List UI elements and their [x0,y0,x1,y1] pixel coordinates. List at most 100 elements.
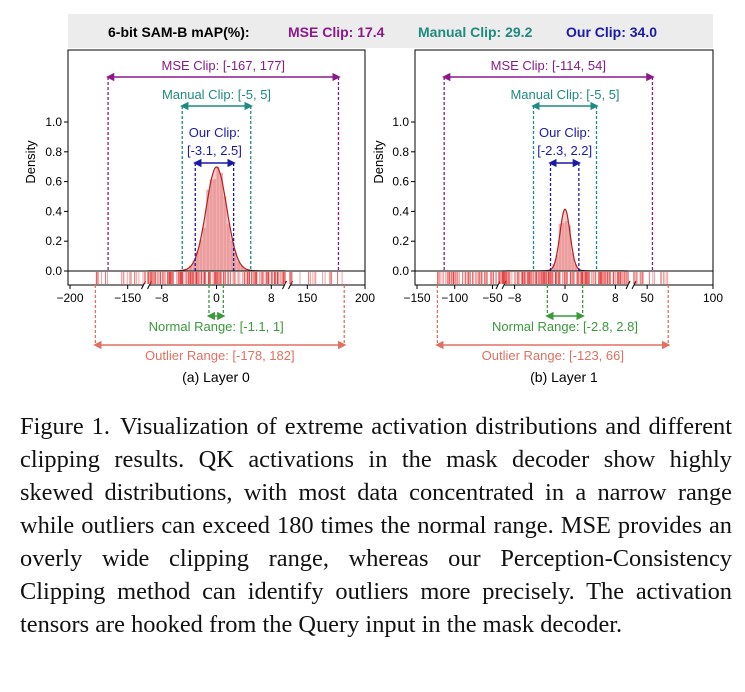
y-tick-label: 0.8 [45,145,62,159]
our-clip-label-line1: Our Clip: [539,125,590,140]
histogram-bar [237,261,241,271]
histogram-bar [192,260,196,271]
y-tick-label: 0.4 [45,204,62,218]
break-mark [625,280,631,290]
x-tick-label: 100 [703,291,723,305]
y-tick-label: 1.0 [45,115,62,129]
histogram-bar [223,196,227,271]
y-tick-label: 0.2 [392,234,409,248]
histogram-bar [565,220,568,271]
kde-area [502,209,628,271]
y-tick-label: 1.0 [392,115,409,129]
x-tick-label: 50 [640,291,654,305]
histogram-bar [243,269,247,271]
rug-marks [437,272,669,284]
histogram-bar [561,222,565,271]
y-axis-label: Density [371,140,386,184]
caption-text: Visualization of extreme activation dist… [20,413,732,638]
outlier-range-label: Outlier Range: [-123, 66] [482,348,624,363]
x-tick-label: 8 [612,291,619,305]
y-axis-label: Density [23,140,38,184]
panel-layer-1: Density 0.0 0.2 0.4 0.6 0.8 1.0 −150 −100 −50 −8… [371,49,723,385]
histogram-bar [552,263,556,271]
clip-ranges: MSE Clip: [-114, 54] Manual Clip: [-5, 5… [435,58,671,363]
header-mse-score: MSE Clip: 17.4 [288,24,385,40]
rug-marks [95,272,343,284]
histogram-bar [202,227,206,271]
figure-svg: 6-bit SAM-B mAP(%): MSE Clip: 17.4 Manua… [23,14,723,385]
x-tick-label: 0 [562,291,569,305]
histogram-bars [185,166,247,271]
our-clip-label-line2: [-2.3, 2.2] [537,143,592,158]
histogram-bar [240,265,244,271]
y-tick-label: 0.0 [45,264,62,278]
kde-area [148,167,285,271]
x-ticks: −200 −150 −8 0 8 150 200 [56,285,375,305]
y-tick-label: 0.6 [45,175,62,189]
figure: 6-bit SAM-B mAP(%): MSE Clip: 17.4 Manua… [23,14,723,385]
header-ours-score: Our Clip: 34.0 [566,24,657,40]
manual-clip-label: Manual Clip: [-5, 5] [162,87,271,102]
x-tick-label: −8 [508,291,522,305]
break-mark [282,280,287,290]
x-tick-label: −8 [155,291,169,305]
histogram-bar [555,255,559,271]
break-gap [628,282,634,288]
mse-clip-label: MSE Clip: [-114, 54] [491,58,606,73]
histogram-bar [230,240,234,271]
clip-ranges: MSE Clip: [-167, 177] Manual Clip: [-5, … [93,58,347,363]
histogram-bar [209,179,213,271]
header-manual-score: Manual Clip: 29.2 [418,24,533,40]
histogram-bar [206,189,210,271]
y-tick-label: 0.8 [392,145,409,159]
x-tick-label: −200 [56,291,83,305]
y-ticks: 0.0 0.2 0.4 0.6 0.8 1.0 [392,115,415,278]
normal-range-label: Normal Range: [-1.1, 1] [149,319,284,334]
break-gap [498,282,504,288]
caption-label: Figure 1. [20,413,110,440]
y-tick-label: 0.0 [392,264,409,278]
break-gap [284,282,291,288]
manual-clip-label: Manual Clip: [-5, 5] [510,87,619,102]
x-ticks: −150 −100 −50 −8 0 8 50 100 [403,285,723,305]
y-tick-label: 0.2 [45,234,62,248]
plot-frame [414,49,714,286]
histogram-bar [219,172,223,271]
x-tick-label: −150 [114,291,141,305]
figure-caption: Figure 1. Visualization of extreme activa… [20,410,732,641]
x-tick-label: 0 [213,291,220,305]
x-tick-label: 8 [268,291,275,305]
x-tick-label: −150 [403,291,430,305]
y-tick-label: 0.4 [392,204,409,218]
histogram-bar [558,223,562,271]
histogram-bar [568,225,571,271]
normal-range-label: Normal Range: [-2.8, 2.8] [492,319,638,334]
histogram-bar [189,265,193,271]
header-title: 6-bit SAM-B mAP(%): [108,24,250,40]
panel-label: (a) Layer 0 [182,369,250,385]
histogram-bar [574,264,578,271]
header-background [68,14,713,48]
histogram-bar [233,252,237,271]
y-ticks: 0.0 0.2 0.4 0.6 0.8 1.0 [45,115,68,278]
x-tick-label: −50 [482,291,503,305]
x-tick-label: 150 [297,291,317,305]
our-clip-label-line1: Our Clip: [189,125,240,140]
break-gap [143,282,150,288]
x-tick-label: −100 [441,291,468,305]
panel-layer-0: Density 0.0 0.2 0.4 0.6 0.8 1.0 −200 −150 −8 0 8 1… [23,49,375,385]
histogram-bar [216,166,220,271]
histogram-bar [226,223,230,271]
histogram-bar [571,252,575,271]
histogram-bar [185,268,189,271]
histogram-bar [213,179,217,271]
outlier-range-label: Outlier Range: [-178, 182] [145,348,295,363]
y-tick-label: 0.6 [392,175,409,189]
panel-label: (b) Layer 1 [530,369,598,385]
x-tick-label: 200 [355,291,375,305]
mse-clip-label: MSE Clip: [-167, 177] [161,58,285,73]
break-mark [631,280,637,290]
histogram-bar [195,251,199,271]
our-clip-label-line2: [-3.1, 2.5] [187,143,242,158]
histogram-bar [199,239,203,271]
